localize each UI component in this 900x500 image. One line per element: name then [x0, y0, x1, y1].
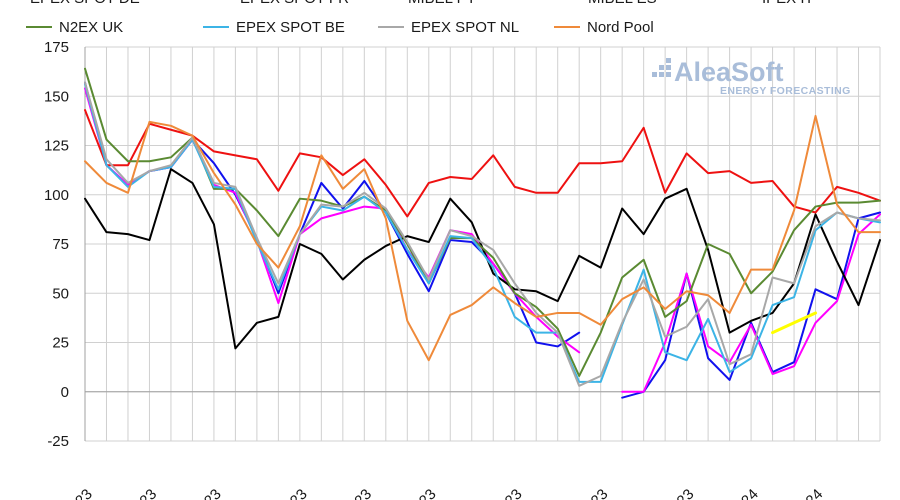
logo-name: AleaSoft [674, 57, 784, 87]
y-axis-tick-labels: -25 0 25 50 75 100 125 150 175 [44, 39, 69, 450]
x-tick-label: /2024 [723, 486, 762, 500]
x-tick-label: /2023 [401, 486, 440, 500]
x-tick-label: /2023 [573, 486, 612, 500]
x-axis-tick-labels: /2023/2023/2023/2023/2023/2023/2023/2023… [57, 486, 826, 500]
x-tick-label: /2023 [337, 486, 376, 500]
legend-entry: Nord Pool [587, 19, 654, 36]
legend-entry-cut: EPEX SPOT FR [240, 0, 349, 7]
series-line-nord-pool [84, 114, 881, 362]
legend-entry-cut: MIBEL PT [408, 0, 476, 7]
x-tick-label: /2023 [659, 486, 698, 500]
y-tick-label: 125 [44, 138, 69, 155]
legend-entry-cut: EPEX SPOT DE [30, 0, 140, 7]
aleasoft-logo: AleaSoft ENERGY FORECASTING [652, 57, 851, 97]
y-tick-label: 150 [44, 88, 69, 105]
series-line-epex-spot-fr [84, 87, 881, 393]
legend-entry: EPEX SPOT NL [411, 19, 519, 36]
y-tick-label: 0 [61, 384, 69, 401]
series-line-epex-spot-de [84, 81, 881, 399]
y-tick-label: 100 [44, 187, 69, 204]
legend-entry: EPEX SPOT BE [236, 19, 345, 36]
series-line-epex-spot-nl [84, 81, 881, 387]
x-tick-label: /2023 [272, 486, 311, 500]
series-lines [84, 67, 881, 399]
series-line-n2ex-uk [84, 67, 881, 377]
legend: EPEX SPOT DE EPEX SPOT FR MIBEL PT MIBEL ES… [26, 0, 814, 36]
y-tick-label: 50 [52, 285, 69, 302]
series-line-mibel-pt [771, 311, 818, 335]
legend-entry-cut: MIBEL ES [588, 0, 657, 7]
y-tick-label: -25 [47, 433, 69, 450]
x-tick-label: /2023 [122, 486, 161, 500]
logo-dots-icon [652, 58, 671, 77]
y-tick-label: 75 [52, 236, 69, 253]
y-tick-label: 175 [44, 39, 69, 56]
series-line-ipex-it [84, 109, 881, 218]
series-line-epex-spot-be [84, 83, 881, 383]
legend-entry: N2EX UK [59, 19, 123, 36]
legend-entry-cut: IPEX IT [762, 0, 814, 7]
x-tick-label: /2023 [487, 486, 526, 500]
x-tick-label: /2023 [57, 486, 96, 500]
y-tick-label: 25 [52, 335, 69, 352]
x-tick-label: /2024 [788, 486, 827, 500]
x-tick-label: /2023 [186, 486, 225, 500]
logo-tagline: ENERGY FORECASTING [720, 85, 851, 97]
